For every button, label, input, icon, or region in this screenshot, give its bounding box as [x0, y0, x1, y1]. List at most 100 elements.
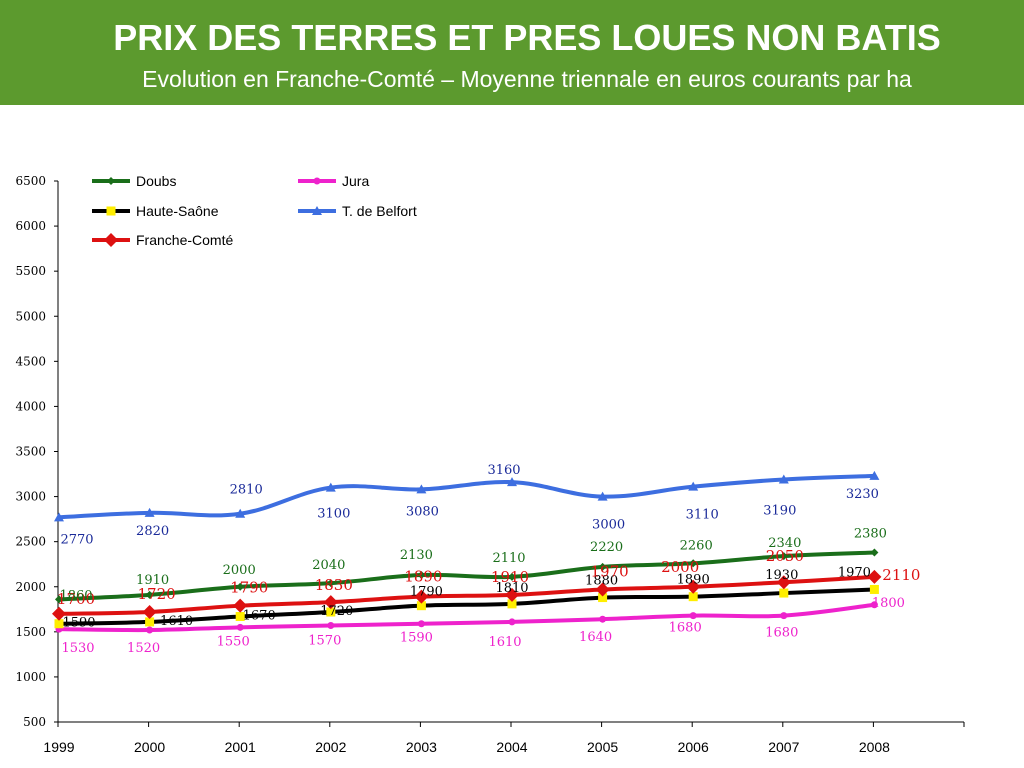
series-point-Franche-Comté	[867, 569, 882, 584]
series-line-Doubs	[57, 550, 877, 602]
series-point-T. de Belfort	[778, 474, 789, 484]
data-label-Jura: 1680	[765, 626, 798, 641]
data-label-Haute-Saône: 1670	[243, 609, 276, 624]
series-point-Doubs	[417, 571, 426, 580]
series-point-T. de Belfort	[416, 484, 427, 494]
x-tick-label: 2000	[134, 739, 165, 755]
series-point-Jura	[599, 615, 607, 623]
series-point-Haute-Saône	[145, 617, 155, 627]
y-tick-label: 6500	[15, 174, 46, 188]
chart-series-lines	[57, 473, 877, 633]
data-label-Doubs: 1910	[136, 573, 169, 588]
series-point-Doubs	[326, 579, 335, 588]
series-point-Jura	[780, 612, 788, 620]
series-point-Doubs	[870, 548, 879, 557]
data-label-Haute-Saône: 1610	[160, 614, 193, 629]
data-label-Franche-Comté: 2000	[661, 558, 699, 576]
data-label-T. de Belfort: 3080	[406, 504, 439, 519]
data-label-Franche-Comté: 1720	[138, 585, 176, 603]
data-label-Doubs: 2220	[590, 540, 623, 555]
series-point-Jura	[417, 620, 425, 628]
series-point-T. de Belfort	[869, 470, 880, 480]
series-point-T. de Belfort	[688, 481, 699, 491]
data-label-Doubs: 2130	[400, 548, 433, 563]
series-point-Jura	[508, 618, 516, 626]
data-label-Haute-Saône: 1810	[495, 581, 528, 596]
data-label-T. de Belfort: 2820	[136, 524, 169, 539]
series-point-Franche-Comté	[414, 589, 429, 604]
data-label-Jura: 1590	[400, 631, 433, 646]
legend-label-T. de Belfort: T. de Belfort	[342, 203, 417, 219]
series-point-Franche-Comté	[686, 579, 701, 594]
data-label-Franche-Comté: 1830	[315, 576, 353, 594]
y-tick-label: 500	[23, 715, 46, 729]
y-tick-label: 5000	[15, 309, 46, 323]
data-label-Doubs: 1860	[59, 588, 92, 603]
legend-label-Jura: Jura	[342, 173, 369, 189]
y-tick-label: 1000	[15, 670, 46, 684]
series-point-Jura	[327, 622, 335, 630]
data-label-T. de Belfort: 3190	[763, 503, 796, 518]
series-point-Haute-Saône	[688, 592, 698, 602]
data-label-Jura: 1640	[579, 630, 612, 645]
series-point-Doubs	[508, 572, 516, 581]
data-label-Franche-Comté: 2110	[882, 566, 920, 584]
page-title: PRIX DES TERRES ET PRES LOUES NON BATIS	[113, 17, 941, 58]
y-tick-label: 4000	[15, 399, 46, 413]
data-label-Jura: 1570	[308, 634, 341, 649]
data-label-T. de Belfort: 2810	[230, 483, 263, 498]
series-point-Franche-Comté	[776, 575, 791, 590]
series-point-T. de Belfort	[235, 508, 246, 518]
data-label-Jura: 1680	[669, 621, 702, 636]
legend-label-Haute-Saône: Haute-Saône	[136, 203, 219, 219]
series-point-T. de Belfort	[507, 477, 517, 487]
data-label-Doubs: 2340	[768, 536, 801, 551]
y-tick-label: 3000	[15, 490, 46, 504]
data-label-Haute-Saône: 1720	[320, 604, 353, 619]
y-tick-label: 5500	[15, 264, 46, 278]
x-tick-label: 2005	[587, 739, 618, 755]
x-tick-label: 2001	[225, 739, 256, 755]
series-point-Haute-Saône	[598, 593, 608, 603]
series-point-Doubs	[145, 590, 154, 599]
series-point-Doubs	[55, 595, 63, 604]
data-label-Jura: 1800	[872, 596, 905, 611]
chart-legend: Doubs Jura Haute-Saône T. de Belfort Franche…	[92, 173, 417, 248]
series-point-Haute-Saône	[416, 601, 426, 611]
series-point-Jura	[689, 612, 697, 620]
data-label-Haute-Saône: 1790	[410, 585, 443, 600]
data-label-Franche-Comté: 2050	[766, 547, 804, 565]
x-tick-label: 1999	[43, 739, 74, 755]
series-point-Haute-Saône	[779, 588, 789, 598]
chart-data-labels: 1530 1520 1550 1570 1590 1610 1640 1680 1680 1800…	[57, 463, 921, 656]
data-label-T. de Belfort: 2770	[60, 532, 93, 547]
legend-marker-Doubs	[107, 177, 115, 185]
series-point-Franche-Comté	[595, 582, 610, 597]
data-label-Haute-Saône: 1890	[677, 573, 710, 588]
data-label-Franche-Comté: 1700	[57, 590, 95, 608]
data-label-Doubs: 2380	[854, 526, 887, 541]
series-point-T. de Belfort	[54, 512, 64, 522]
data-label-T. de Belfort: 3110	[686, 508, 719, 523]
legend-marker-Haute-Saône	[106, 206, 116, 216]
series-point-Jura	[146, 626, 154, 634]
data-label-Jura: 1520	[127, 641, 160, 656]
series-point-Franche-Comté	[323, 595, 338, 610]
data-label-Doubs: 2000	[223, 563, 256, 578]
series-point-Franche-Comté	[142, 604, 157, 619]
header-banner: PRIX DES TERRES ET PRES LOUES NON BATIS …	[0, 0, 1024, 105]
legend-marker-Franche-Comté	[104, 233, 118, 247]
x-tick-label: 2007	[768, 739, 799, 755]
data-label-Franche-Comté: 1910	[491, 568, 529, 586]
series-point-Franche-Comté	[52, 606, 66, 621]
series-point-Doubs	[779, 552, 788, 561]
series-point-Haute-Saône	[326, 607, 336, 617]
data-label-Haute-Saône: 1590	[62, 616, 95, 631]
data-label-Jura: 1610	[488, 635, 521, 650]
series-point-T. de Belfort	[325, 482, 336, 492]
data-label-Jura: 1530	[61, 641, 94, 656]
data-label-Franche-Comté: 1890	[404, 568, 442, 586]
x-tick-label: 2003	[406, 739, 437, 755]
series-line-Jura	[57, 602, 877, 633]
